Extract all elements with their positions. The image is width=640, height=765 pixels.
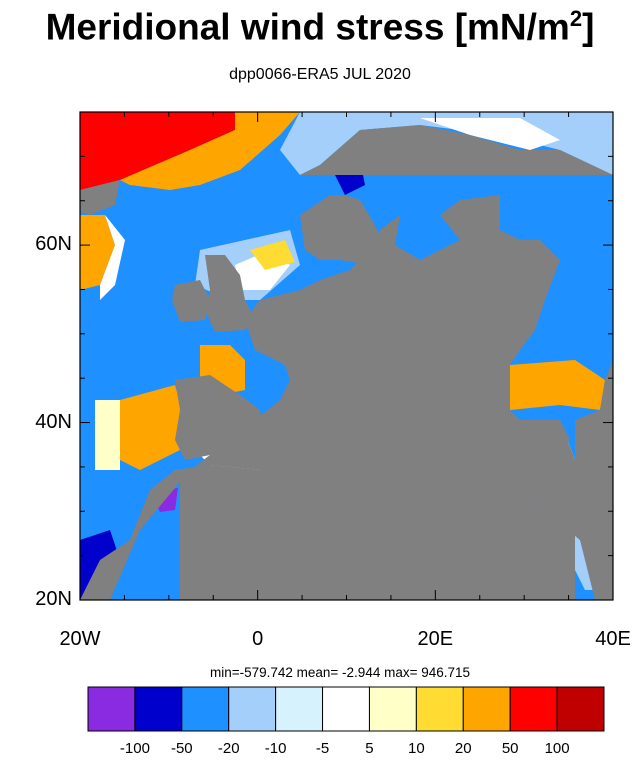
colorbar-label: -20 [217,740,240,757]
colorbar-label: 5 [365,740,374,757]
colorbar [87,686,605,732]
colorbar-swatch [228,686,277,732]
figure-subtitle: dpp0066-ERA5 JUL 2020 [229,66,411,83]
y-tick-label: 40N [35,410,72,433]
field-positive-north [120,112,300,190]
field-weak-positive-atlantic [95,400,120,470]
land [80,125,613,600]
colorbar-label: 10 [408,740,425,757]
land-ireland [172,280,210,322]
colorbar-swatch [556,686,605,732]
land-britain [205,255,255,332]
colorbar-label: -5 [315,740,330,757]
colorbar-swatch [87,686,136,732]
field-strong-positive [80,112,235,190]
colorbar-label: 100 [544,740,570,757]
y-tick-label: 20N [35,588,72,610]
land-greenland [80,180,120,215]
x-tick-label: 40E [595,628,631,650]
x-tick-label: 20W [59,628,101,650]
colorbar-swatch [368,686,417,732]
field-neutral-west [100,215,125,300]
land-anatolia [480,420,570,450]
field-black-sea [510,360,605,410]
y-tick-label: 60N [35,233,72,256]
colorbar-swatch [509,686,558,732]
colorbar-label: -10 [264,740,287,757]
colorbar-swatch [415,686,464,732]
colorbar-swatch [322,686,370,732]
field-positive-iberia-west [120,385,185,470]
colorbar-label: -50 [170,740,193,757]
land-africa [180,465,575,600]
land-scandinavia [300,195,385,265]
field-statistics: min=-579.742 mean= -2.944 max= 946.715 [209,665,471,680]
x-tick-label: 0 [252,628,264,650]
colorbar-swatch [462,686,511,732]
colorbar-label: -100 [119,740,150,757]
field-biscay [110,300,205,395]
land-iberia [175,375,265,460]
x-tick-label: 20E [417,628,454,650]
land-italy [335,395,395,455]
map-plot-area [80,112,613,600]
colorbar-label: 20 [454,740,472,757]
axis-ticks [79,111,614,601]
colorbar-swatch [134,686,183,732]
figure-title: Meridional wind stress [mN/m2] [45,6,595,48]
colorbar-label: 50 [501,740,519,757]
field-positive-north-sea [250,240,295,270]
field-neutral-arctic [420,118,560,150]
land-eurasia [80,125,613,600]
colorbar-swatch [181,686,230,732]
colorbar-swatch [275,686,324,732]
field-positive-west [80,215,115,290]
